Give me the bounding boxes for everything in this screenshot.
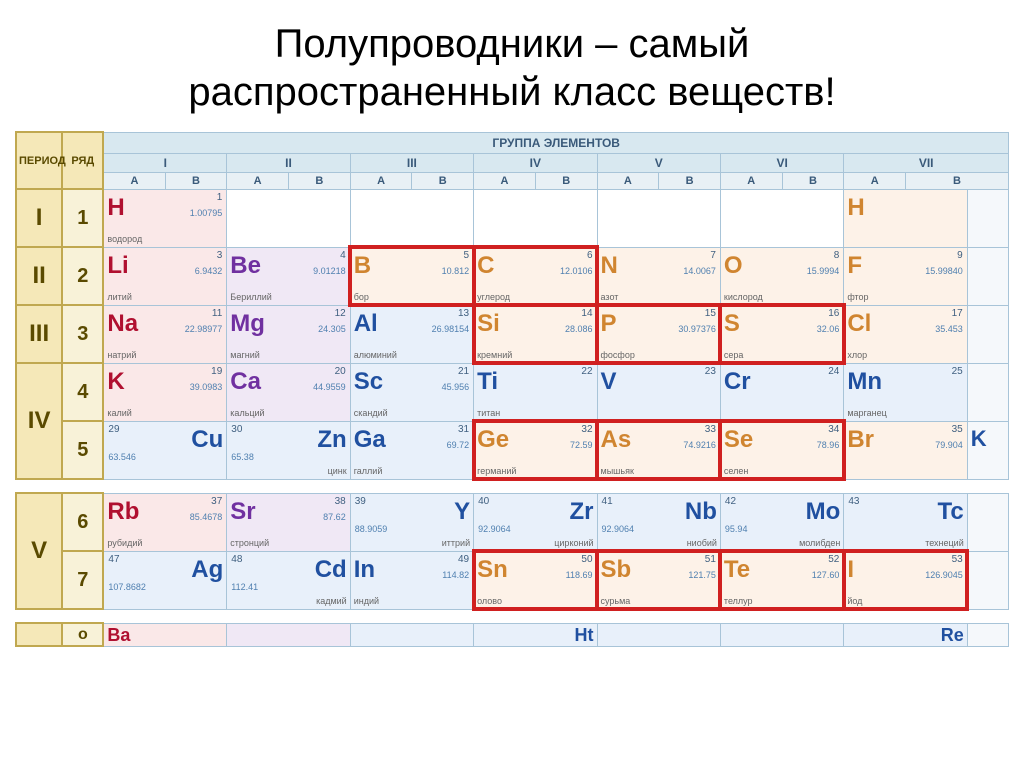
element-S: S1632.06сера: [720, 305, 843, 363]
element-Ti: Ti22титан: [474, 363, 597, 421]
header-groups: ГРУППА ЭЛЕМЕНТОВ: [103, 132, 1008, 153]
period-V: V: [16, 493, 62, 609]
element-Ca: Ca2044.9559кальций: [227, 363, 350, 421]
element-Mo: 4295.94Moмолибден: [720, 493, 843, 551]
element-Al: Al1326.98154алюминий: [350, 305, 473, 363]
element-Sr: Sr3887.62стронций: [227, 493, 350, 551]
group-III: III: [350, 153, 473, 172]
hdr-ab: B: [782, 172, 844, 189]
hdr-ab: B: [659, 172, 721, 189]
element-Mn: Mn25марганец: [844, 363, 967, 421]
hdr-ab: A: [350, 172, 412, 189]
element-Y: 3988.9059Yиттрий: [350, 493, 473, 551]
row-1: 1: [62, 189, 103, 247]
hdr-ab: A: [227, 172, 289, 189]
hdr-ab: A: [474, 172, 536, 189]
element-Cu: 2963.546Cu: [103, 421, 226, 479]
element-B: B510.812бор: [350, 247, 473, 305]
mass: 1.00795: [190, 208, 223, 218]
element-I: I53126.9045йод: [844, 551, 967, 609]
name: водород: [107, 234, 142, 244]
hdr-ab: B: [906, 172, 1009, 189]
element-Zn: 3065.38Znцинк: [227, 421, 350, 479]
element-As: As3374.9216мышьяк: [597, 421, 720, 479]
element-H: H 1 1.00795 водород: [103, 189, 226, 247]
num: 1: [217, 192, 223, 203]
element-Cd: 48112.41Cdкадмий: [227, 551, 350, 609]
hdr-ab: B: [535, 172, 597, 189]
element-Cr: Cr24: [720, 363, 843, 421]
period-I: I: [16, 189, 62, 247]
group-IV: IV: [474, 153, 597, 172]
row-3: 3: [62, 305, 103, 363]
element-Rb: Rb3785.4678рубидий: [103, 493, 226, 551]
element-Si: Si1428.086кремний: [474, 305, 597, 363]
element-Zr: 4092.9064Zrцирконий: [474, 493, 597, 551]
page-title: Полупроводники – самый распространенный …: [0, 0, 1024, 131]
hdr-ab: B: [412, 172, 474, 189]
row-4: 4: [62, 363, 103, 421]
element-C: C612.0106углерод: [474, 247, 597, 305]
element-H2: H: [844, 189, 967, 247]
element-Nb: 4192.9064Nbниобий: [597, 493, 720, 551]
element-Na: Na1122.98977натрий: [103, 305, 226, 363]
group-V: V: [597, 153, 720, 172]
hdr-ab: B: [165, 172, 227, 189]
row-5: 5: [62, 421, 103, 479]
element-Ag: 47107.8682Ag: [103, 551, 226, 609]
element-N: N714.0067азот: [597, 247, 720, 305]
element-Ga: Ga3169.72галлий: [350, 421, 473, 479]
element-Ge: Ge3272.59германий: [474, 421, 597, 479]
element-P: P1530.97376фосфор: [597, 305, 720, 363]
hdr-ab: B: [289, 172, 351, 189]
element-K: K1939.0983калий: [103, 363, 226, 421]
element-Te: Te52127.60теллур: [720, 551, 843, 609]
element-Be: Be49.01218Бериллий: [227, 247, 350, 305]
period-II: II: [16, 247, 62, 305]
element-Br: Br3579.904: [844, 421, 967, 479]
hdr-ab: A: [597, 172, 659, 189]
period-III: III: [16, 305, 62, 363]
group-II: II: [227, 153, 350, 172]
element-Li: Li36.9432литий: [103, 247, 226, 305]
row-6: 6: [62, 493, 103, 551]
element-Sn: Sn50118.69олово: [474, 551, 597, 609]
period-IV: IV: [16, 363, 62, 479]
title-line-1: Полупроводники – самый: [275, 22, 750, 66]
header-row: РЯД: [62, 132, 103, 189]
row-2: 2: [62, 247, 103, 305]
group-VII: VII: [844, 153, 1009, 172]
element-Cl: Cl1735.453хлор: [844, 305, 967, 363]
hdr-ab: A: [844, 172, 906, 189]
hdr-ab: A: [720, 172, 782, 189]
element-O: O815.9994кислород: [720, 247, 843, 305]
hdr-ab: A: [103, 172, 165, 189]
title-line-2: распространенный класс веществ!: [188, 70, 835, 114]
element-Mg: Mg1224.305магний: [227, 305, 350, 363]
periodic-table: ПЕРИОД РЯД ГРУППА ЭЛЕМЕНТОВ I II III IV …: [0, 131, 1024, 647]
element-F: F915.99840фтор: [844, 247, 967, 305]
element-In: In49114.82индий: [350, 551, 473, 609]
element-V: V23: [597, 363, 720, 421]
element-Tc: 43Tcтехнеций: [844, 493, 967, 551]
group-VI: VI: [720, 153, 843, 172]
header-period: ПЕРИОД: [16, 132, 62, 189]
group-I: I: [103, 153, 226, 172]
sym: H: [847, 196, 963, 220]
row-7: 7: [62, 551, 103, 609]
element-Se: Se3478.96селен: [720, 421, 843, 479]
element-Sb: Sb51121.75сурьма: [597, 551, 720, 609]
element-Sc: Sc2145.956скандий: [350, 363, 473, 421]
